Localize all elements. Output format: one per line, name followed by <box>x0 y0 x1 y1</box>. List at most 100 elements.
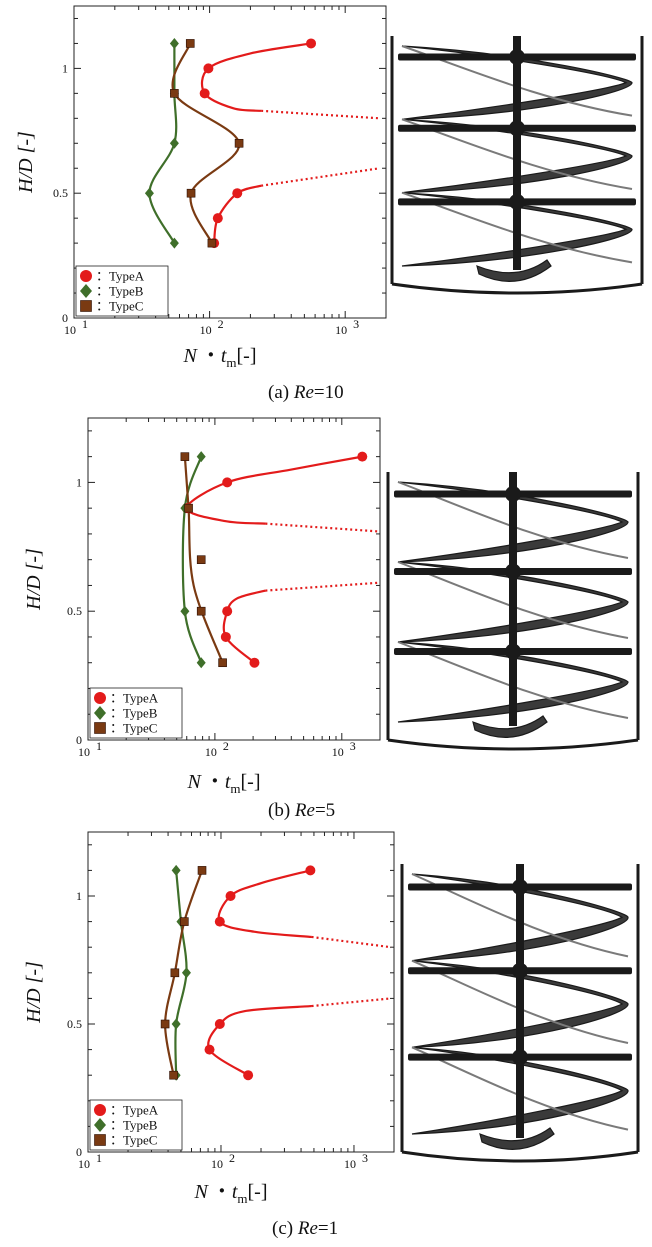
data-point-TypeC <box>207 238 217 248</box>
series-line-TypeA <box>200 42 312 112</box>
data-point-TypeC <box>234 138 244 148</box>
x-tick-label-exponent: 3 <box>350 739 356 753</box>
data-point-TypeC <box>169 1070 178 1080</box>
series-extrapolation-TypeA <box>265 522 378 533</box>
legend-label-TypeC: ：TypeC <box>110 721 157 736</box>
data-point-TypeB <box>181 967 191 979</box>
series-line-TypeB <box>181 456 203 664</box>
data-point-TypeC <box>170 89 179 98</box>
data-point-TypeA <box>243 1070 254 1081</box>
data-point-TypeB <box>196 657 206 669</box>
data-point-TypeB <box>171 864 181 876</box>
plot-area <box>181 455 363 664</box>
x-tick-label-exponent: 3 <box>353 317 359 331</box>
x-tick-label-exponent: 3 <box>362 1151 368 1165</box>
x-axis-title: N ・tm[-] <box>182 345 256 370</box>
ribbon-blade <box>411 1046 629 1135</box>
x-tick-label-exponent: 2 <box>223 739 229 753</box>
bottom-scraper <box>476 259 552 282</box>
impeller-hub <box>505 563 521 580</box>
data-point-TypeC <box>186 188 196 198</box>
chart-svg: 10 1 10 2 10 3 0 0.5 1 H/D [-] N ・tm[-] ：TypeA：TypeB… <box>15 5 644 370</box>
data-point-TypeA <box>214 1019 225 1029</box>
data-point-TypeB <box>169 237 179 249</box>
y-axis-title: H/D [-] <box>23 548 45 611</box>
x-tick-label: 10 <box>344 1157 356 1171</box>
series-line-TypeA <box>213 184 262 244</box>
x-tick-label: 10 <box>332 745 344 759</box>
plot-frame <box>87 417 381 741</box>
x-tick-label-exponent: 1 <box>96 739 102 753</box>
series-extrapolation-TypeA <box>265 581 378 592</box>
data-point-TypeC <box>185 39 195 48</box>
x-tick-label-exponent: 2 <box>218 317 224 331</box>
impeller-hub <box>505 643 521 660</box>
bottom-scraper <box>472 715 548 738</box>
series-extrapolation-TypeA <box>260 167 380 187</box>
panel-b: 10 1 10 2 10 3 0 0.5 1 H/D [-] N ・tm[-] ：TypeA ：TypeB… <box>0 412 652 824</box>
data-point-TypeA <box>357 451 368 462</box>
legend-label-TypeC: ：TypeC <box>96 299 143 314</box>
y-tick-label: 0 <box>76 1145 82 1159</box>
impeller-hub <box>509 120 525 137</box>
x-tick-label-exponent: 2 <box>229 1151 235 1165</box>
impeller-shaft <box>513 36 521 270</box>
data-point-TypeC <box>184 503 193 513</box>
legend-marker-TypeC <box>80 300 92 312</box>
y-tick-label: 0 <box>76 733 82 747</box>
vessel-bottom <box>401 1150 639 1163</box>
series-line-TypeC <box>183 456 224 664</box>
x-tick-label: 10 <box>78 745 90 759</box>
y-tick-label: 1 <box>62 61 68 75</box>
legend-label-TypeA: ：TypeA <box>110 1103 159 1118</box>
panel-a: 10 1 10 2 10 3 0 0.5 1 H/D [-] N ・tm[-] ：TypeA ：TypeB… <box>0 0 652 410</box>
legend-label-TypeB: ：TypeB <box>110 706 158 721</box>
data-point-TypeA <box>212 213 223 224</box>
impeller-hub <box>505 486 521 502</box>
x-tick-label: 10 <box>64 323 76 337</box>
data-point-TypeB <box>169 137 179 149</box>
caption: (a) Re=10 <box>268 382 344 403</box>
data-point-TypeB <box>169 37 179 49</box>
legend-label-TypeB: ：TypeB <box>110 1118 158 1133</box>
x-tick-label: 10 <box>205 745 217 759</box>
y-tick-label: 1 <box>76 475 82 489</box>
legend-marker-TypeB <box>94 706 106 720</box>
legend-marker-TypeC <box>94 1134 106 1146</box>
legend-marker-TypeA <box>94 692 106 704</box>
y-tick-label: 0.5 <box>67 604 82 618</box>
y-axis-title: H/D [-] <box>15 131 37 194</box>
x-tick-label: 10 <box>211 1157 223 1171</box>
x-tick-label: 10 <box>200 323 212 337</box>
legend-marker-TypeA <box>80 270 92 282</box>
legend-marker-TypeA <box>94 1104 106 1116</box>
data-point-TypeB <box>144 187 154 199</box>
series-line-TypeA <box>217 869 312 939</box>
impeller-hub <box>509 49 525 65</box>
legend-marker-TypeB <box>94 1118 106 1132</box>
series-extrapolation-TypeA <box>261 109 380 120</box>
legend-label-TypeA: ：TypeA <box>110 691 159 706</box>
data-point-TypeA <box>222 606 233 617</box>
helical-ribbon-impeller-icon <box>390 36 644 295</box>
legend-label-TypeC: ：TypeC <box>110 1133 157 1148</box>
data-point-TypeB <box>171 1018 181 1030</box>
y-tick-label: 0.5 <box>53 186 68 200</box>
data-point-TypeA <box>305 865 316 876</box>
data-point-TypeC <box>218 658 227 668</box>
data-point-TypeC <box>197 866 207 875</box>
caption: (c) Re=1 <box>272 1218 339 1239</box>
chart-svg: 10 1 10 2 10 3 0 0.5 1 H/D [-] N ・tm[-] ：TypeA：TypeB… <box>23 831 640 1206</box>
data-point-TypeA <box>225 891 236 901</box>
series-extrapolation-TypeA <box>311 997 392 1008</box>
x-tick-label: 10 <box>335 323 347 337</box>
x-tick-label-exponent: 1 <box>82 317 88 331</box>
ribbon-blade <box>401 192 633 267</box>
vessel-bottom <box>387 738 639 751</box>
data-point-TypeB <box>196 451 206 463</box>
data-point-TypeA <box>199 88 210 99</box>
legend-label-TypeA: ：TypeA <box>96 269 145 284</box>
data-point-TypeC <box>180 452 190 461</box>
x-tick-label-exponent: 1 <box>96 1151 102 1165</box>
data-point-TypeA <box>306 38 317 49</box>
